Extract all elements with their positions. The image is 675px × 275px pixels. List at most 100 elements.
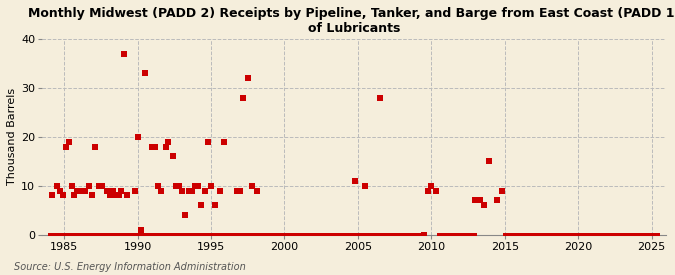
Point	[157, 232, 167, 237]
Point	[47, 193, 58, 198]
Point	[531, 232, 542, 237]
Point	[378, 232, 389, 237]
Point	[99, 232, 110, 237]
Point	[187, 232, 198, 237]
Point	[453, 232, 464, 237]
Point	[405, 232, 416, 237]
Point	[105, 232, 116, 237]
Point	[620, 232, 630, 237]
Point	[178, 232, 189, 237]
Point	[159, 232, 170, 237]
Point	[90, 144, 101, 149]
Point	[236, 232, 246, 237]
Point	[137, 232, 148, 237]
Point	[277, 232, 288, 237]
Point	[153, 183, 163, 188]
Point	[589, 232, 599, 237]
Point	[341, 232, 352, 237]
Point	[512, 232, 522, 237]
Point	[173, 183, 184, 188]
Point	[215, 232, 226, 237]
Point	[460, 232, 471, 237]
Point	[455, 232, 466, 237]
Point	[438, 232, 449, 237]
Point	[313, 232, 324, 237]
Point	[254, 232, 265, 237]
Point	[125, 232, 136, 237]
Point	[206, 183, 217, 188]
Point	[203, 232, 214, 237]
Point	[648, 232, 659, 237]
Point	[413, 232, 424, 237]
Point	[608, 232, 618, 237]
Point	[468, 232, 479, 237]
Point	[329, 232, 340, 237]
Point	[626, 232, 637, 237]
Point	[394, 232, 405, 237]
Point	[556, 232, 566, 237]
Point	[414, 232, 425, 237]
Point	[113, 232, 124, 237]
Point	[387, 232, 398, 237]
Point	[452, 232, 462, 237]
Point	[230, 232, 240, 237]
Point	[609, 232, 620, 237]
Point	[51, 183, 62, 188]
Point	[542, 232, 553, 237]
Point	[592, 232, 603, 237]
Point	[448, 232, 459, 237]
Point	[257, 232, 268, 237]
Point	[167, 232, 178, 237]
Point	[504, 232, 515, 237]
Point	[48, 232, 59, 237]
Point	[385, 232, 396, 237]
Point	[615, 232, 626, 237]
Point	[483, 159, 494, 163]
Point	[66, 232, 77, 237]
Point	[135, 227, 146, 232]
Point	[242, 232, 252, 237]
Point	[84, 183, 95, 188]
Point	[255, 232, 266, 237]
Point	[461, 232, 472, 237]
Point	[321, 232, 331, 237]
Point	[176, 232, 187, 237]
Point	[148, 232, 159, 237]
Point	[92, 232, 103, 237]
Point	[524, 232, 535, 237]
Point	[219, 232, 230, 237]
Point	[90, 232, 101, 237]
Point	[110, 232, 121, 237]
Point	[244, 232, 255, 237]
Point	[345, 232, 356, 237]
Point	[80, 188, 90, 193]
Point	[190, 232, 200, 237]
Point	[547, 232, 558, 237]
Point	[304, 232, 315, 237]
Point	[200, 232, 211, 237]
Point	[59, 232, 70, 237]
Point	[317, 232, 327, 237]
Point	[130, 188, 140, 193]
Point	[575, 232, 586, 237]
Point	[256, 232, 267, 237]
Point	[563, 232, 574, 237]
Point	[176, 188, 187, 193]
Point	[450, 232, 461, 237]
Point	[119, 51, 130, 56]
Point	[607, 232, 618, 237]
Point	[290, 232, 301, 237]
Point	[423, 188, 434, 193]
Point	[406, 232, 417, 237]
Point	[190, 183, 200, 188]
Point	[418, 232, 429, 237]
Point	[577, 232, 588, 237]
Point	[124, 232, 134, 237]
Point	[214, 232, 225, 237]
Point	[165, 232, 176, 237]
Point	[467, 232, 478, 237]
Point	[188, 232, 199, 237]
Point	[443, 232, 454, 237]
Point	[171, 232, 182, 237]
Point	[86, 232, 97, 237]
